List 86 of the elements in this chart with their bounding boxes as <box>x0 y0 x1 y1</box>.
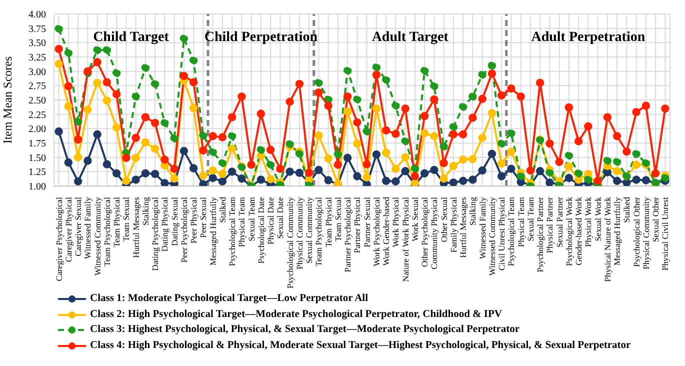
legend-label: Class 4: High Psychological & Physical, Moderate Sexual Target—Highest Psychological, Physical, & Sexual Perpetrator <box>90 338 631 352</box>
x-tick-label: Family Physical <box>448 196 458 253</box>
x-tick-label: Community Physical <box>429 196 440 270</box>
x-tick-label: Physical Team <box>516 196 526 248</box>
x-tick-label: Sexual Team <box>246 196 256 242</box>
x-tick-label: Dating Physical <box>160 196 170 252</box>
annotation: Child Target <box>93 30 169 45</box>
x-tick-label: Physical Civil Unrest <box>660 196 670 271</box>
y-tick-label: 2.00 <box>28 124 46 136</box>
annotation: Adult Perpetration <box>530 30 646 46</box>
legend-label: Class 3: Highest Psychological, Physical, & Sexual Target—Moderate Psychological Perpetrator <box>90 323 520 337</box>
y-tick-label: 3.75 <box>28 24 46 35</box>
x-tick-label: Psychological Date <box>256 196 266 264</box>
x-tick-label: Team Physical <box>323 196 334 248</box>
x-tick-label: Nature of Work Physical <box>400 196 410 282</box>
x-tick-label: Caregiver Physical <box>63 196 74 262</box>
y-tick-label: 1.25 <box>28 167 46 178</box>
x-tick-label: Psychological Team <box>227 196 238 266</box>
x-tick-label: Partner Psychological <box>342 196 353 272</box>
x-tick-label: Physical Team <box>236 196 247 248</box>
x-tick-label: Team Sexual <box>332 196 343 242</box>
x-tick-label: Psychological Team <box>506 196 516 266</box>
x-tick-label: Sexual Partner <box>554 196 564 248</box>
x-tick-label: Physical Partner <box>544 196 555 254</box>
y-tick-label: 4.00 <box>28 10 46 21</box>
x-tick-label: Sexual Community <box>304 196 314 264</box>
x-tick-label: Physical Community <box>640 196 651 270</box>
y-tick-label: 1.50 <box>28 152 46 164</box>
x-tick-label: Messaged Hurtfully <box>208 196 218 266</box>
x-tick-label: Team Physical <box>112 196 122 248</box>
x-tick-label: Peer Sexual <box>198 196 208 238</box>
x-tick-label: Gender-based Work <box>574 196 584 266</box>
legend-label: Class 2: High Psychological Target—Moderate Psychological Perpetrator, Childhood & IPV <box>90 308 502 322</box>
annotation: Child Perpetration <box>203 30 319 46</box>
x-tick-label: Psychological Community <box>284 196 295 288</box>
y-tick-label: 3.50 <box>28 38 46 50</box>
x-tick-label: Team Sexual <box>121 196 132 242</box>
annotation: Adult Target <box>370 30 450 46</box>
x-tick-label: Physical Community <box>294 196 304 270</box>
x-tick-label: Sexual Work <box>592 196 603 242</box>
x-tick-label: Witnessed Family <box>477 196 488 259</box>
x-tick-label: Peer Psychological <box>178 196 189 263</box>
legend-label: Class 1: Moderate Psychological Target—Low Perpetrator All <box>90 292 368 306</box>
x-tick-label: Stalked <box>217 196 228 223</box>
x-tick-label: Physical Nature of Work <box>602 196 612 282</box>
y-tick-label: 3.00 <box>28 66 46 78</box>
x-tick-label: Psychological Work <box>564 196 574 266</box>
x-tick-label: Dating Psychological <box>150 196 160 271</box>
x-tick-label: Psychological Other <box>631 196 642 267</box>
x-tick-label: Other Sexual <box>438 196 449 242</box>
x-tick-label: Team Psychological <box>102 196 112 266</box>
y-tick-label: 2.50 <box>28 96 46 107</box>
x-tick-label: Witnessed Community <box>92 196 102 276</box>
y-tick-label: 3.25 <box>28 52 46 64</box>
x-tick-label: Dating Sexual <box>169 196 180 246</box>
x-tick-label: Work Sexual <box>410 196 420 242</box>
y-tick-label: 2.75 <box>28 81 46 92</box>
x-tick-label: Physical Work <box>583 196 594 247</box>
y-axis-title: Item Mean Scores <box>0 56 14 144</box>
x-tick-label: Witnessed Family <box>82 196 93 259</box>
x-tick-label: Witnessed Community <box>486 196 497 276</box>
x-tick-label: Other Psychological <box>420 196 430 267</box>
x-tick-label: Sexual Other <box>650 196 661 242</box>
y-tick-label: 2.25 <box>28 110 46 121</box>
x-tick-label: Messaged Hurtfully <box>612 196 622 266</box>
x-tick-label: Physical Date <box>266 196 276 244</box>
x-tick-label: Psychological Partner <box>535 196 546 272</box>
x-tick-label: Partner Physical <box>352 196 362 254</box>
x-tick-label: Work Gender-based <box>381 196 392 266</box>
x-tick-label: Work Physical <box>390 196 401 248</box>
x-tick-label: Partner Sexual <box>362 196 372 248</box>
x-tick-label: Peer Physical <box>188 196 199 244</box>
x-tick-label: Sexual Team <box>525 196 536 242</box>
x-tick-label: Stalking <box>468 196 478 226</box>
x-tick-label: Hurtful Messages <box>130 196 141 258</box>
x-tick-label: Caregiver Psychological <box>54 196 64 282</box>
x-tick-label: Team Psychological <box>314 196 324 266</box>
y-tick-label: 1.00 <box>28 182 46 193</box>
x-tick-label: Hurtful Messages <box>458 196 468 258</box>
x-tick-label: Caregiver Sexual <box>73 196 84 256</box>
x-tick-label: Stalked <box>622 196 632 223</box>
x-tick-label: Stalking <box>140 196 150 226</box>
y-tick-label: 1.75 <box>28 138 46 150</box>
x-tick-label: Civil Unrest Physical <box>496 196 507 271</box>
x-tick-label: Sexual Date <box>275 196 286 239</box>
x-tick-label: Work Psychological <box>371 196 382 266</box>
